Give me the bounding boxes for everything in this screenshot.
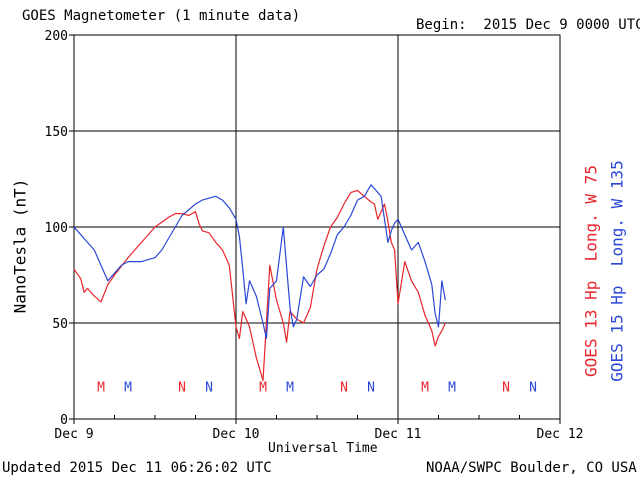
y-tick-label: 100 <box>45 221 68 236</box>
midnight-marker: M <box>97 380 105 395</box>
begin-time-label: Begin: 2015 Dec 9 0000 UTC <box>416 17 640 33</box>
x-tick-label: Dec 10 <box>213 427 260 442</box>
midnight-marker: M <box>448 380 456 395</box>
updated-timestamp: Updated 2015 Dec 11 06:26:02 UTC <box>2 460 272 476</box>
midnight-marker: M <box>286 380 294 395</box>
legend-goes13: GOES 13 Hp Long. W 75 <box>581 165 601 377</box>
midnight-marker: M <box>124 380 132 395</box>
y-tick-label: 150 <box>45 125 68 140</box>
midnight-marker: M <box>259 380 267 395</box>
y-tick-label: 0 <box>60 413 68 428</box>
series-goes13-line <box>73 189 446 382</box>
y-tick-label: 50 <box>52 317 68 332</box>
x-axis-title: Universal Time <box>268 441 378 456</box>
x-tick-label: Dec 9 <box>54 427 93 442</box>
credit-label: NOAA/SWPC Boulder, CO USA <box>426 460 637 476</box>
noon-marker: N <box>502 380 510 395</box>
legend-goes15: GOES 15 Hp Long. W 135 <box>607 160 627 382</box>
chart-title: GOES Magnetometer (1 minute data) <box>22 8 301 24</box>
x-tick-label: Dec 12 <box>537 427 584 442</box>
y-axis-title: NanoTesla (nT) <box>10 178 30 314</box>
x-tick-label: Dec 11 <box>375 427 422 442</box>
noon-marker: N <box>340 380 348 395</box>
noon-marker: N <box>529 380 537 395</box>
noon-marker: N <box>205 380 213 395</box>
noon-marker: N <box>178 380 186 395</box>
series-goes15-line <box>73 184 446 339</box>
midnight-marker: M <box>421 380 429 395</box>
noon-marker: N <box>367 380 375 395</box>
y-tick-label: 200 <box>45 29 68 44</box>
